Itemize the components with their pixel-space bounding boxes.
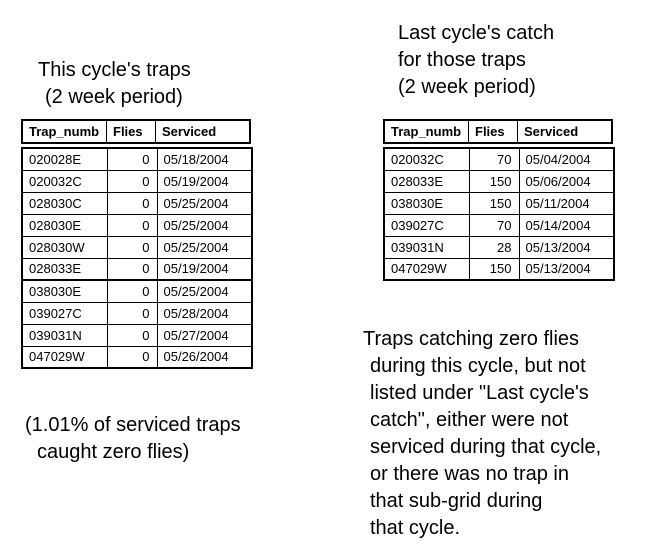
cell-serviced: 05/06/2004 xyxy=(518,169,615,193)
cell-serviced: 05/25/2004 xyxy=(156,213,253,237)
note-line: that cycle. xyxy=(370,517,461,539)
title-line: (2 week period) xyxy=(398,76,536,98)
cell-serviced: 05/19/2004 xyxy=(156,169,253,193)
left-table-header-row: Trap_numb Flies Serviced xyxy=(21,119,251,144)
note-line: or there was no trap in xyxy=(370,463,569,485)
cell-serviced: 05/25/2004 xyxy=(156,235,253,259)
note-line: listed under "Last cycle's xyxy=(370,382,589,404)
note-line: during this cycle, but not xyxy=(370,355,586,377)
left-table: 020028E 0 05/18/2004 020032C 0 05/19/200… xyxy=(21,147,253,369)
note-line: serviced during that cycle, xyxy=(370,436,602,458)
note-line: catch", either were not xyxy=(370,409,569,431)
cell-trap-number: 039031N xyxy=(383,235,470,259)
cell-flies: 150 xyxy=(468,191,520,215)
cell-trap-number: 047029W xyxy=(21,345,108,369)
cell-serviced: 05/27/2004 xyxy=(156,323,253,347)
cell-trap-number: 028030W xyxy=(21,235,108,259)
column-header-serviced: Serviced xyxy=(162,124,217,139)
footnote-line: caught zero flies) xyxy=(37,441,190,463)
right-table: 020032C 70 05/04/2004 028033E 150 05/06/… xyxy=(383,147,615,281)
column-header-serviced: Serviced xyxy=(524,124,579,139)
cell-trap-number: 038030E xyxy=(21,279,108,303)
table-row: 020032C 0 05/19/2004 xyxy=(21,169,253,193)
cell-serviced: 05/25/2004 xyxy=(156,191,253,215)
cell-trap-number: 028033E xyxy=(383,169,470,193)
column-header-flies: Flies xyxy=(107,121,156,142)
cell-serviced: 05/28/2004 xyxy=(156,301,253,325)
table-row: 047029W 150 05/13/2004 xyxy=(383,257,615,281)
title-line: for those traps xyxy=(398,49,526,71)
table-row: 028033E 0 05/19/2004 xyxy=(21,257,253,281)
cell-serviced: 05/14/2004 xyxy=(518,213,615,237)
cell-flies: 0 xyxy=(106,213,158,237)
table-row: 038030E 150 05/11/2004 xyxy=(383,191,615,215)
table-row: 039031N 0 05/27/2004 xyxy=(21,323,253,347)
table-row: 028030E 0 05/25/2004 xyxy=(21,213,253,237)
cell-serviced: 05/18/2004 xyxy=(156,147,253,171)
left-table-title: This cycle's traps (2 week period) xyxy=(38,57,191,111)
cell-trap-number: 038030E xyxy=(383,191,470,215)
cell-trap-number: 039027C xyxy=(383,213,470,237)
table-row: 020028E 0 05/18/2004 xyxy=(21,147,253,171)
table-row: 039031N 28 05/13/2004 xyxy=(383,235,615,259)
cell-flies: 0 xyxy=(106,147,158,171)
column-header-flies: Flies xyxy=(469,121,518,142)
cell-serviced: 05/11/2004 xyxy=(518,191,615,215)
column-header-trap-number: Trap_numb xyxy=(23,121,107,142)
cell-trap-number: 039027C xyxy=(21,301,108,325)
cell-serviced: 05/19/2004 xyxy=(156,257,253,281)
cell-trap-number: 039031N xyxy=(21,323,108,347)
table-row: 039027C 70 05/14/2004 xyxy=(383,213,615,237)
cell-flies: 70 xyxy=(468,213,520,237)
cell-trap-number: 047029W xyxy=(383,257,470,281)
table-row: 047029W 0 05/26/2004 xyxy=(21,345,253,369)
note-line: that sub-grid during xyxy=(370,490,543,512)
table-row: 020032C 70 05/04/2004 xyxy=(383,147,615,171)
cell-trap-number: 020028E xyxy=(21,147,108,171)
cell-trap-number: 020032C xyxy=(21,169,108,193)
footnote-line: (1.01% of serviced traps xyxy=(25,414,241,436)
cell-flies: 0 xyxy=(106,323,158,347)
cell-flies: 70 xyxy=(468,147,520,171)
cell-flies: 28 xyxy=(468,235,520,259)
table-row: 039027C 0 05/28/2004 xyxy=(21,301,253,325)
column-header-trap-number: Trap_numb xyxy=(385,121,469,142)
right-table-header-row: Trap_numb Flies Serviced xyxy=(383,119,613,144)
cell-flies: 0 xyxy=(106,191,158,215)
title-line: Last cycle's catch xyxy=(398,22,555,44)
left-table-footnote: (1.01% of serviced traps caught zero fli… xyxy=(25,412,241,466)
cell-flies: 0 xyxy=(106,169,158,193)
cell-serviced: 05/13/2004 xyxy=(518,257,615,281)
table-row: 028033E 150 05/06/2004 xyxy=(383,169,615,193)
cell-trap-number: 028033E xyxy=(21,257,108,281)
cell-flies: 0 xyxy=(106,235,158,259)
cell-serviced: 05/13/2004 xyxy=(518,235,615,259)
cell-trap-number: 020032C xyxy=(383,147,470,171)
cell-flies: 0 xyxy=(106,279,158,303)
table-row: 038030E 0 05/25/2004 xyxy=(21,279,253,303)
cell-serviced: 05/25/2004 xyxy=(156,279,253,303)
cell-flies: 150 xyxy=(468,257,520,281)
right-table-title: Last cycle's catch for those traps (2 we… xyxy=(398,20,554,101)
cell-trap-number: 028030E xyxy=(21,213,108,237)
cell-trap-number: 028030C xyxy=(21,191,108,215)
note-line: Traps catching zero flies xyxy=(363,328,580,350)
cell-flies: 0 xyxy=(106,257,158,281)
cell-serviced: 05/04/2004 xyxy=(518,147,615,171)
cell-flies: 0 xyxy=(106,345,158,369)
table-row: 028030C 0 05/25/2004 xyxy=(21,191,253,215)
right-explanatory-note: Traps catching zero flies during this cy… xyxy=(363,326,601,542)
cell-flies: 0 xyxy=(106,301,158,325)
title-line: (2 week period) xyxy=(45,86,183,108)
cell-flies: 150 xyxy=(468,169,520,193)
cell-serviced: 05/26/2004 xyxy=(156,345,253,369)
table-row: 028030W 0 05/25/2004 xyxy=(21,235,253,259)
title-line: This cycle's traps xyxy=(38,59,191,81)
